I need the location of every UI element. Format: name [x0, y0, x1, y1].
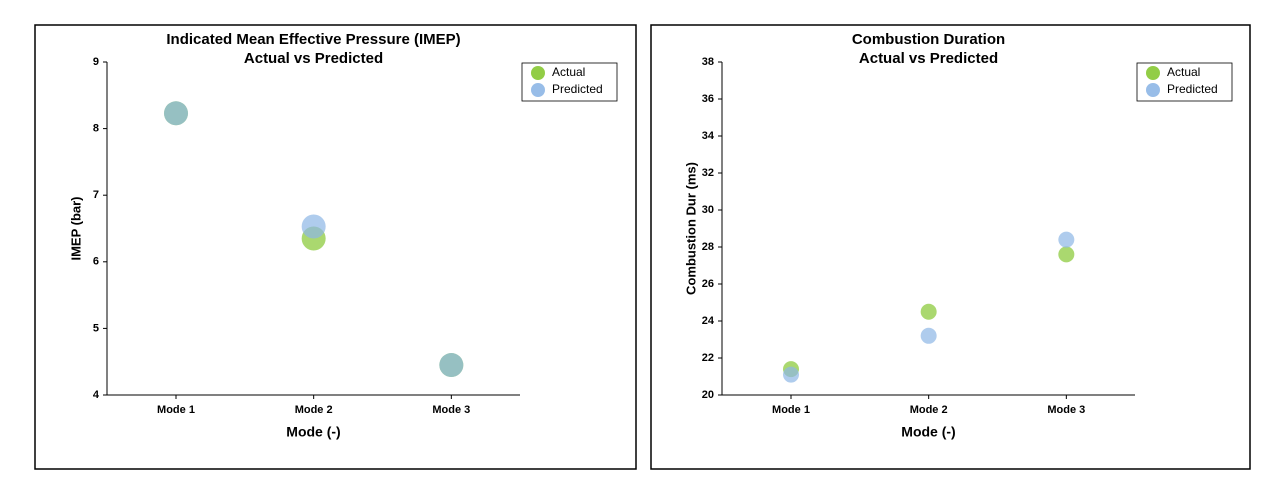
- scatter-point: [1058, 231, 1075, 248]
- chart-subtitle: Actual vs Predicted: [859, 50, 998, 67]
- y-tick-label: 7: [93, 189, 99, 201]
- legend-label: Predicted: [552, 82, 603, 96]
- y-axis-label: IMEP (bar): [68, 196, 83, 260]
- scatter-point: [920, 327, 937, 344]
- legend-marker: [531, 66, 545, 80]
- x-tick-label: Mode 1: [772, 404, 810, 416]
- scatter-point: [783, 366, 799, 383]
- x-tick-label: Mode 2: [295, 404, 333, 416]
- chart-title: Indicated Mean Effective Pressure (IMEP): [166, 31, 460, 48]
- scatter-point: [1058, 246, 1075, 263]
- y-tick-label: 20: [702, 389, 714, 401]
- chart-subtitle: Actual vs Predicted: [244, 50, 383, 67]
- scatter-point: [439, 353, 464, 378]
- legend-label: Actual: [552, 65, 585, 79]
- scatter-point: [164, 101, 188, 126]
- y-tick-label: 24: [702, 315, 715, 327]
- x-tick-label: Mode 1: [157, 404, 195, 416]
- legend-marker: [531, 83, 545, 97]
- y-tick-label: 26: [702, 278, 714, 290]
- y-tick-label: 38: [702, 56, 714, 68]
- x-axis-label: Mode (-): [286, 424, 340, 440]
- y-tick-label: 36: [702, 93, 714, 105]
- y-tick-label: 32: [702, 167, 714, 179]
- legend-marker: [1146, 66, 1160, 80]
- y-tick-label: 4: [93, 389, 100, 401]
- y-tick-label: 30: [702, 204, 714, 216]
- y-tick-label: 34: [702, 130, 715, 142]
- y-tick-label: 6: [93, 256, 99, 268]
- legend-marker: [1146, 83, 1160, 97]
- y-tick-label: 9: [93, 56, 99, 68]
- scatter-point: [301, 214, 326, 239]
- x-tick-label: Mode 3: [432, 404, 470, 416]
- panel-frame: [34, 24, 637, 470]
- chart-title: Combustion Duration: [852, 31, 1005, 48]
- legend-label: Predicted: [1167, 82, 1218, 96]
- x-tick-label: Mode 3: [1047, 404, 1085, 416]
- panel-frame: [650, 24, 1251, 470]
- y-tick-label: 22: [702, 352, 714, 364]
- y-tick-label: 5: [93, 322, 99, 334]
- x-axis-label: Mode (-): [901, 424, 955, 440]
- scatter-point: [920, 303, 937, 320]
- y-tick-label: 8: [93, 123, 99, 135]
- y-axis-label: Combustion Dur (ms): [683, 162, 698, 295]
- legend-label: Actual: [1167, 65, 1200, 79]
- x-tick-label: Mode 2: [910, 404, 948, 416]
- y-tick-label: 28: [702, 241, 714, 253]
